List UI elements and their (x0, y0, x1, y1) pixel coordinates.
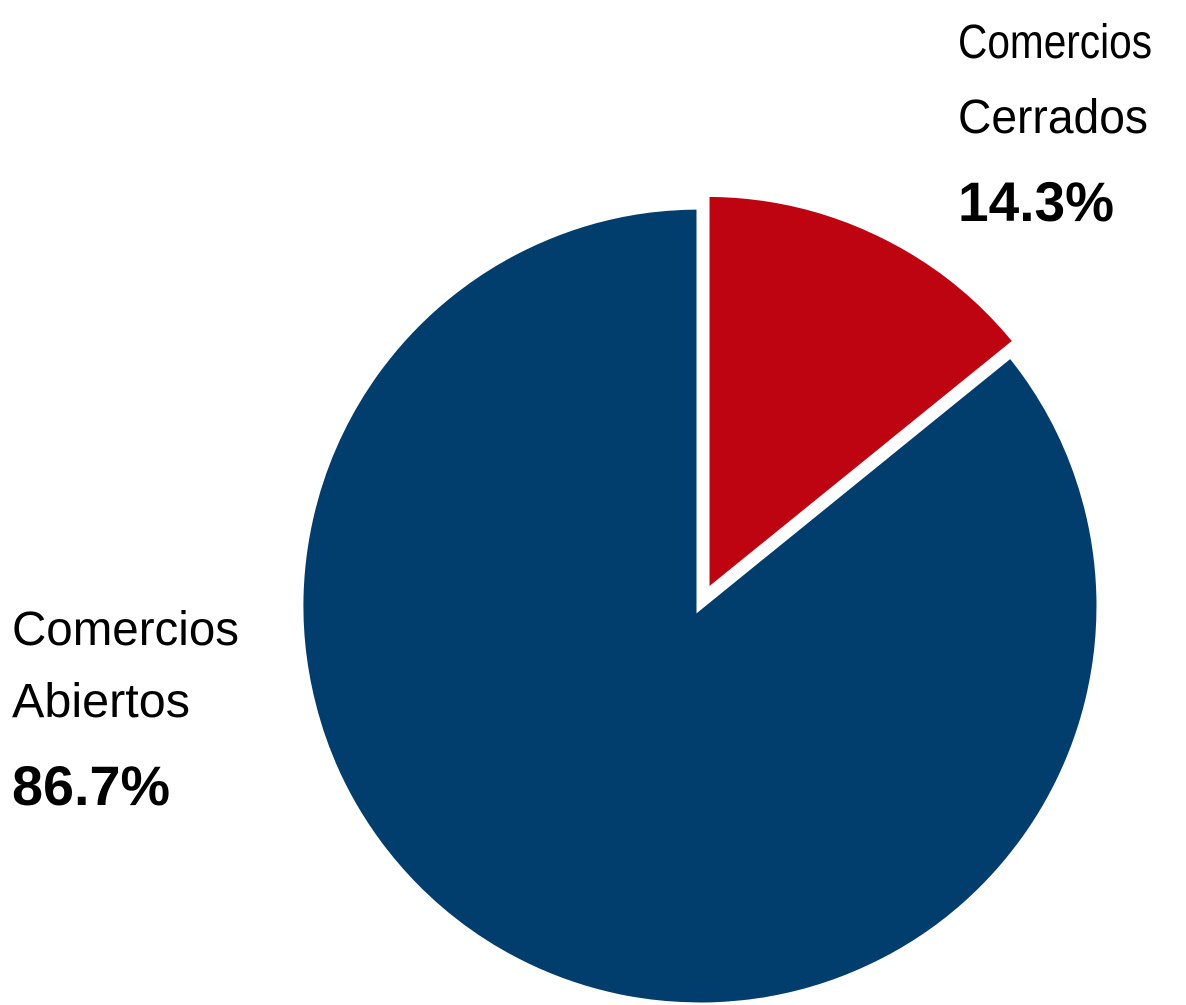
pie-slice-cerrados (702, 189, 1022, 601)
label-abiertos-line-1: Comercios (12, 603, 239, 656)
label-abiertos: Comercios Abiertos 86.7% (12, 603, 239, 817)
label-cerrados: Comercios Cerrados 14.3% (958, 16, 1152, 233)
value-label-abiertos: 86.7% (12, 754, 170, 817)
label-cerrados-line-1: Comercios (958, 16, 1152, 69)
pie-slice-abiertos (296, 202, 1104, 1005)
label-cerrados-line-2: Cerrados (958, 91, 1148, 144)
label-abiertos-line-2: Abiertos (12, 675, 190, 728)
pie-slices (296, 189, 1104, 1005)
value-label-cerrados: 14.3% (958, 170, 1114, 233)
